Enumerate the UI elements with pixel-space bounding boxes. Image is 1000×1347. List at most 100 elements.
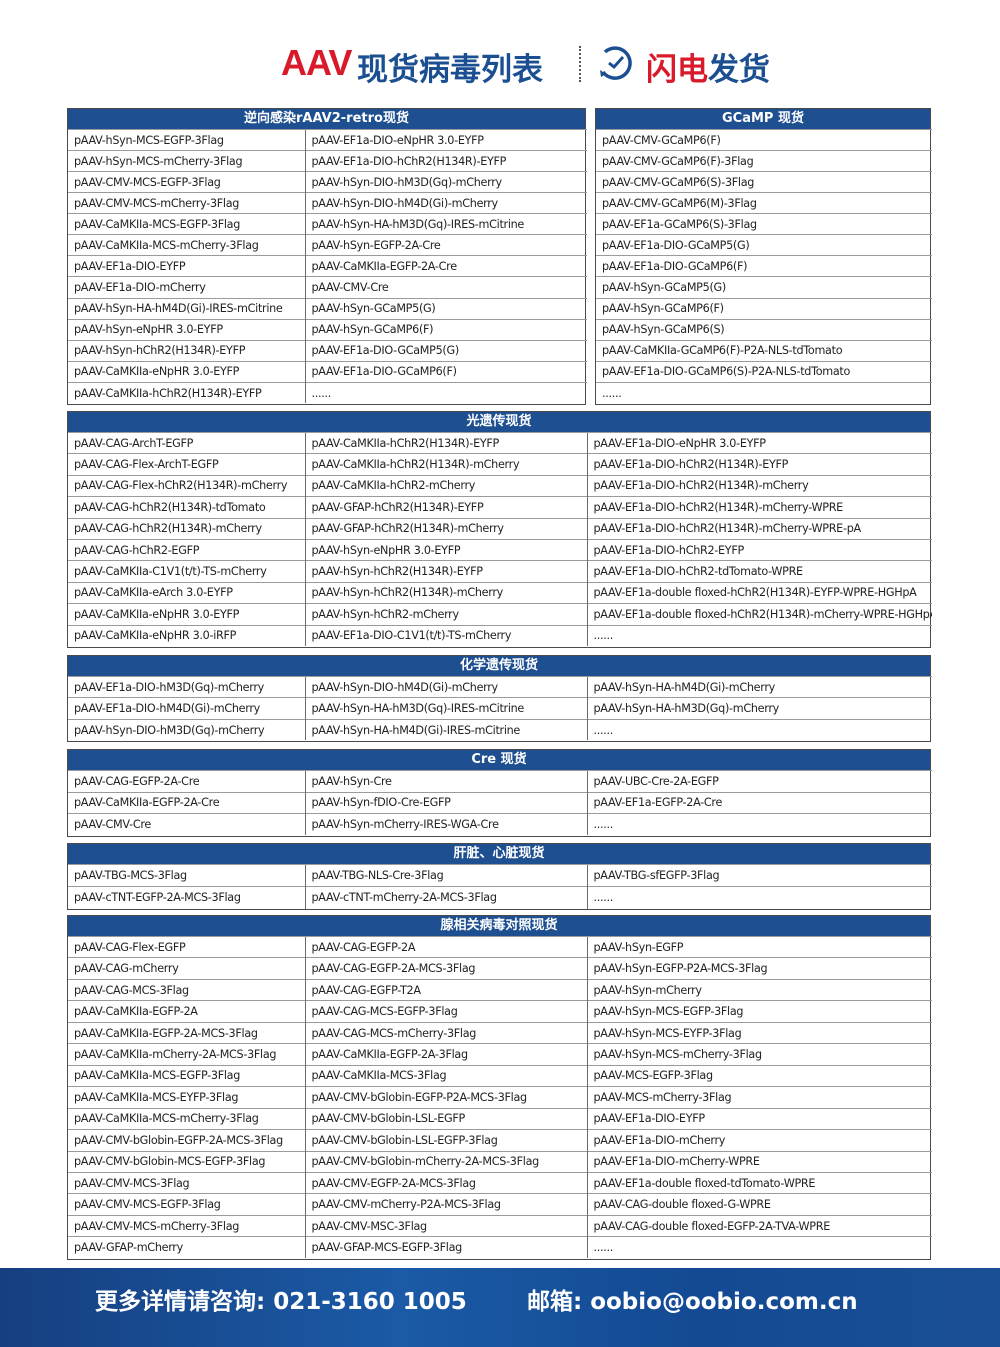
table-row: pAAV-CaMKIIa-MCS-mCherry-3Flag pAAV-hSyn-… [68,234,587,256]
table-row: pAAV-hSyn-HA-hM4D(Gi)-IRES-mCitrine pAAV-… [68,297,587,320]
product-name: ...... [304,381,587,404]
section-gcamp: GCaMP 现货 pAAV-CMV-GCaMP6(F) pAAV-CMV-GCaMP… [595,108,932,405]
table-row: pAAV-hSyn-GCaMP6(F) [596,297,932,320]
product-name: pAAV-cTNT-EGFP-2A-MCS-3Flag [68,886,305,909]
product-name: pAAV-CMV-MCS-mCherry-3Flag [68,192,305,214]
product-name: pAAV-UBC-Cre-2A-EGFP [586,770,932,793]
title-flash: 闪电 [646,52,708,88]
product-name: pAAV-hSyn-hChR2-mCherry [304,603,587,626]
product-name: pAAV-CaMKIIa-MCS-mCherry-3Flag [68,1107,305,1130]
product-name: pAAV-hSyn-HA-hM4D(Gi)-IRES-mCitrine [304,718,587,741]
table-row: pAAV-CAG-hChR2(H134R)-mCherry pAAV-GFAP-h… [68,517,932,540]
product-name: pAAV-CaMKIIa-GCaMP6(F)-P2A-NLS-tdTomato [596,339,932,362]
product-name: pAAV-CAG-hChR2(H134R)-mCherry [68,517,305,540]
title-aav: AAV [281,42,352,83]
table-row: pAAV-EF1a-DIO-hM3D(Gq)-mCherry pAAV-hSyn-… [68,675,932,698]
product-name: pAAV-hSyn-eNpHR 3.0-EYFP [304,538,587,561]
product-name: pAAV-EF1a-double floxed-hChR2(H134R)-EYF… [586,581,932,604]
product-name: pAAV-EF1a-DIO-GCaMP6(S)-P2A-NLS-tdTomato [596,360,932,383]
product-name: pAAV-CAG-MCS-EGFP-3Flag [304,1000,587,1023]
table-row: pAAV-EF1a-DIO-EYFP pAAV-CaMKIIa-EGFP-2A-C… [68,255,587,277]
product-name: pAAV-CAG-hChR2(H134R)-tdTomato [68,496,305,519]
product-name: pAAV-GFAP-hChR2(H134R)-mCherry [304,517,587,540]
product-name: pAAV-CMV-Cre [304,276,587,298]
product-name: pAAV-EF1a-DIO-hChR2(H134R)-mCherry-WPRE [586,496,932,519]
product-name: pAAV-hSyn-EGFP-2A-Cre [304,234,587,256]
product-name: pAAV-CAG-EGFP-2A-MCS-3Flag [304,957,587,980]
product-name: pAAV-EF1a-DIO-GCaMP5(G) [304,339,587,362]
table-row: pAAV-EF1a-DIO-GCaMP6(F) [596,255,932,277]
product-name: pAAV-hSyn-EGFP-P2A-MCS-3Flag [586,957,932,980]
product-name: ...... [586,1236,932,1259]
table-row: pAAV-hSyn-MCS-EGFP-3Flag pAAV-EF1a-DIO-eN… [68,128,587,151]
table-row: pAAV-CMV-MCS-3Flag pAAV-CMV-EGFP-2A-MCS-3… [68,1171,932,1194]
product-name: pAAV-hSyn-hChR2(H134R)-EYFP [68,339,305,362]
section-retro: 逆向感染rAAV2-retro现货 pAAV-hSyn-MCS-EGFP-3Fla… [67,108,587,405]
table-row: pAAV-CaMKIIa-hChR2(H134R)-EYFP...... [68,381,587,404]
product-name: pAAV-hSyn-DIO-hM3D(Gq)-mCherry [304,171,587,193]
section-header: Cre 现货 [68,750,930,770]
product-name: pAAV-hSyn-MCS-EGFP-3Flag [586,1000,932,1023]
product-name: pAAV-CMV-GCaMP6(M)-3Flag [596,192,932,214]
table-row: pAAV-hSyn-DIO-hM3D(Gq)-mCherry pAAV-hSyn-… [68,718,932,741]
table-row: pAAV-CMV-bGlobin-EGFP-2A-MCS-3Flag pAAV-C… [68,1129,932,1152]
table-row: pAAV-CaMKIIa-eNpHR 3.0-iRFP pAAV-EF1a-DIO… [68,624,932,647]
product-name: ...... [596,381,932,404]
table-row: pAAV-CMV-bGlobin-MCS-EGFP-3Flag pAAV-CMV-… [68,1150,932,1173]
product-name: pAAV-EF1a-double floxed-hChR2(H134R)-mCh… [586,603,932,626]
product-name: pAAV-hSyn-GCaMP6(F) [596,297,932,320]
product-name: ...... [586,886,932,909]
product-name: pAAV-CaMKIIa-MCS-EYFP-3Flag [68,1086,305,1109]
product-name: pAAV-CaMKIIa-MCS-3Flag [304,1064,587,1087]
product-name: pAAV-hSyn-HA-hM3D(Gq)-IRES-mCitrine [304,697,587,720]
product-name: pAAV-GFAP-MCS-EGFP-3Flag [304,1236,587,1259]
product-name: pAAV-GFAP-mCherry [68,1236,305,1259]
product-name: pAAV-CMV-MCS-EGFP-3Flag [68,1193,305,1216]
product-name: pAAV-CaMKIIa-eNpHR 3.0-EYFP [68,603,305,626]
product-name: pAAV-hSyn-DIO-hM4D(Gi)-mCherry [304,192,587,214]
section-cre: Cre 现货 pAAV-CAG-EGFP-2A-Cre pAAV-hSyn-Cre p… [67,749,932,837]
product-name: pAAV-CAG-EGFP-T2A [304,978,587,1001]
table-row: pAAV-CAG-Flex-hChR2(H134R)-mCherry pAAV-C… [68,474,932,497]
product-name: pAAV-GFAP-hChR2(H134R)-EYFP [304,496,587,519]
product-name: pAAV-EF1a-DIO-hChR2-EYFP [586,538,932,561]
product-name: pAAV-CaMKIIa-mCherry-2A-MCS-3Flag [68,1043,305,1066]
product-name: pAAV-EF1a-DIO-hChR2(H134R)-mCherry-WPRE-… [586,517,932,540]
section-header: 腺相关病毒对照现货 [68,916,930,936]
product-name: pAAV-CAG-double floxed-G-WPRE [586,1193,932,1216]
table-row: ...... [596,381,932,404]
product-name: pAAV-EF1a-DIO-mCherry-WPRE [586,1150,932,1173]
product-name: pAAV-CaMKIIa-eArch 3.0-EYFP [68,581,305,604]
table-row: pAAV-CMV-Cre pAAV-hSyn-mCherry-IRES-WGA-C… [68,813,932,836]
product-name: pAAV-CMV-GCaMP6(F) [596,128,932,151]
product-name: pAAV-hSyn-mCherry-IRES-WGA-Cre [304,813,587,836]
title-list: 现货病毒列表 [357,52,543,88]
product-name: pAAV-CMV-bGlobin-EGFP-P2A-MCS-3Flag [304,1086,587,1109]
product-name: pAAV-hSyn-MCS-mCherry-3Flag [586,1043,932,1066]
section-header: 光遗传现货 [68,412,930,432]
product-name: ...... [586,813,932,836]
title-delivery: 发货 [708,52,770,88]
product-name: pAAV-hSyn-fDIO-Cre-EGFP [304,791,587,814]
product-name: pAAV-EF1a-DIO-hM4D(Gi)-mCherry [68,697,305,720]
section-control: 腺相关病毒对照现货 pAAV-CAG-Flex-EGFP pAAV-CAG-EGFP… [67,915,932,1260]
product-name: pAAV-EF1a-DIO-GCaMP6(F) [596,255,932,277]
table-row: pAAV-EF1a-DIO-mCherry pAAV-CMV-Cre [68,276,587,298]
table-row: pAAV-CaMKIIa-mCherry-2A-MCS-3Flag pAAV-Ca… [68,1043,932,1066]
product-name: pAAV-CaMKIIa-hChR2-mCherry [304,474,587,497]
product-name: pAAV-EF1a-DIO-EYFP [68,255,305,277]
product-name: pAAV-MCS-EGFP-3Flag [586,1064,932,1087]
table-row: pAAV-CAG-EGFP-2A-Cre pAAV-hSyn-Cre pAAV-UB… [68,770,932,793]
product-name: pAAV-EF1a-DIO-hChR2-tdTomato-WPRE [586,560,932,583]
product-name: pAAV-CAG-EGFP-2A [304,935,587,958]
section-optogenetics: 光遗传现货 pAAV-CAG-ArchT-EGFP pAAV-CaMKIIa-hCh… [67,411,932,648]
product-name: pAAV-hSyn-eNpHR 3.0-EYFP [68,318,305,341]
product-name: pAAV-EF1a-DIO-EYFP [586,1107,932,1130]
product-name: pAAV-EF1a-DIO-GCaMP5(G) [596,234,932,256]
product-name: pAAV-hSyn-MCS-EGFP-3Flag [68,128,305,151]
product-name: pAAV-CaMKIIa-EGFP-2A-Cre [68,791,305,814]
table-row: pAAV-hSyn-MCS-mCherry-3Flag pAAV-EF1a-DIO… [68,150,587,172]
table-row: pAAV-CMV-MCS-EGFP-3Flag pAAV-hSyn-DIO-hM3… [68,171,587,193]
section-liver-heart: 肝脏、心脏现货 pAAV-TBG-MCS-3Flag pAAV-TBG-NLS-Cr… [67,843,932,910]
table-row: pAAV-CaMKIIa-MCS-EGFP-3Flag pAAV-CaMKIIa-… [68,1064,932,1087]
